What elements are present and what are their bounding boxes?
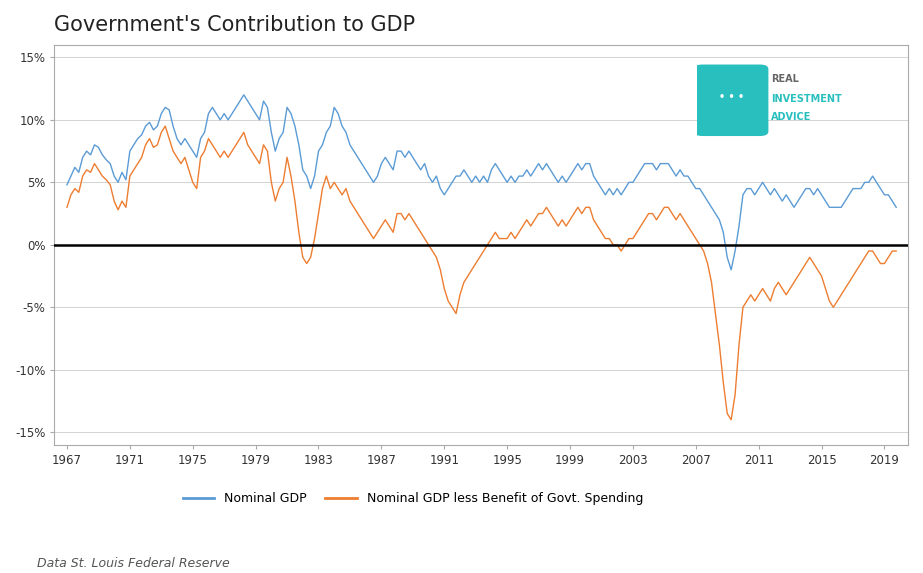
Text: Data St. Louis Federal Reserve: Data St. Louis Federal Reserve <box>37 558 230 570</box>
Text: Government's Contribution to GDP: Government's Contribution to GDP <box>54 15 415 35</box>
FancyBboxPatch shape <box>694 65 768 136</box>
Text: INVESTMENT: INVESTMENT <box>772 94 842 104</box>
Text: ADVICE: ADVICE <box>772 112 811 121</box>
Text: • • •: • • • <box>719 92 744 101</box>
Legend: Nominal GDP, Nominal GDP less Benefit of Govt. Spending: Nominal GDP, Nominal GDP less Benefit of… <box>178 488 648 511</box>
Text: REAL: REAL <box>772 74 799 84</box>
